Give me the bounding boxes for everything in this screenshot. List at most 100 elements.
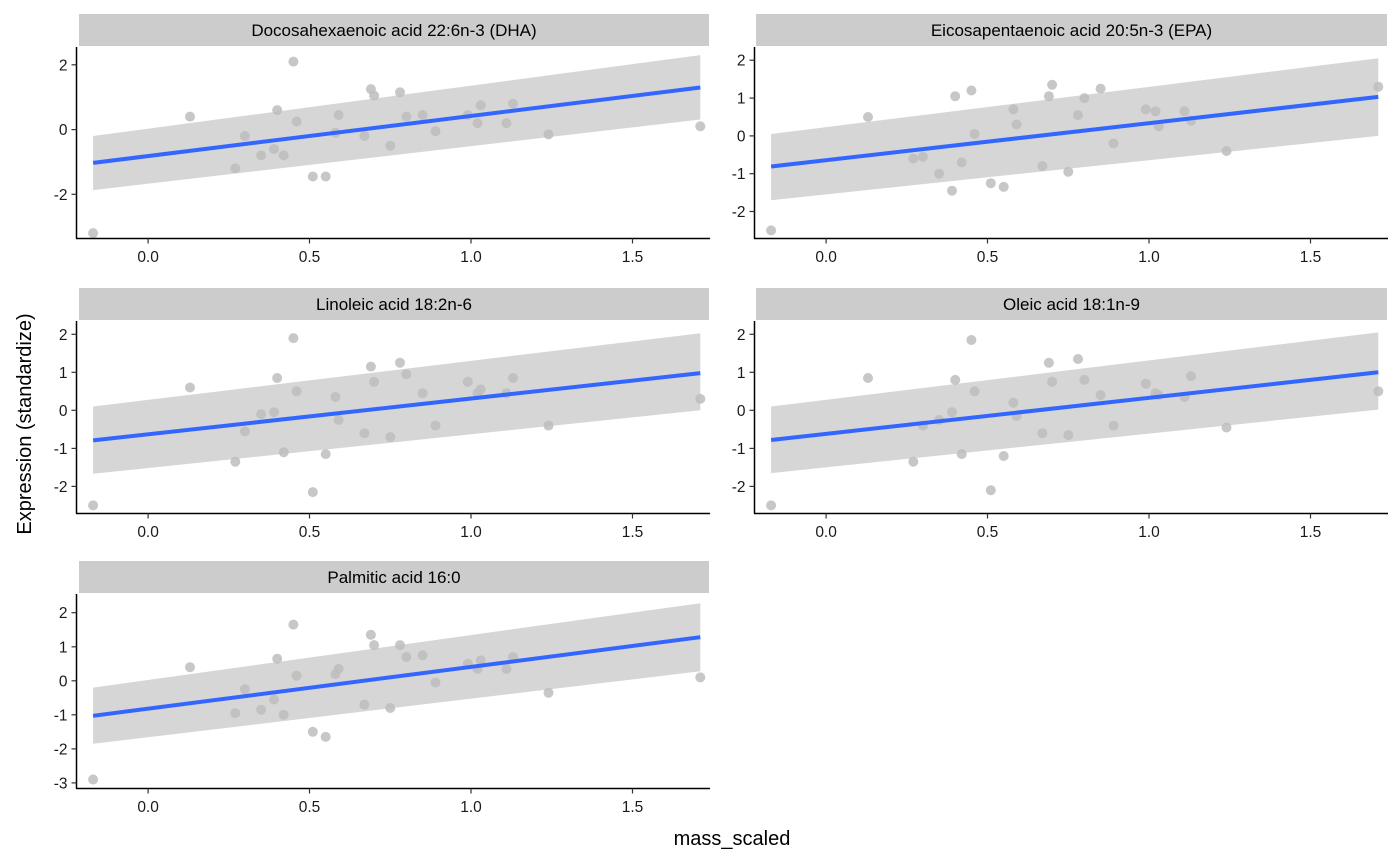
- data-point: [239, 131, 250, 141]
- facet-panel: Oleic acid 18:1n-9 -2 -1 0 1 2 0.0 0.5 1.0 1.5: [732, 288, 1388, 541]
- data-point: [908, 456, 919, 467]
- data-point: [320, 171, 331, 182]
- y-tick-label: 0: [59, 122, 68, 139]
- data-point: [330, 392, 341, 402]
- data-point: [947, 185, 957, 196]
- x-tick-label: 1.5: [622, 249, 644, 266]
- x-tick-label: 1.0: [460, 249, 482, 266]
- data-point: [272, 653, 283, 664]
- data-point: [307, 726, 318, 737]
- data-point: [1047, 376, 1058, 387]
- data-point: [291, 116, 302, 127]
- data-point: [863, 112, 873, 122]
- data-point: [947, 407, 957, 418]
- x-tick-label: 1.5: [622, 524, 644, 541]
- x-tick-label: 0.0: [137, 249, 159, 266]
- data-point: [269, 407, 279, 418]
- data-point: [333, 663, 344, 674]
- facet-strip: [79, 561, 709, 593]
- data-point: [230, 163, 241, 174]
- y-tick-label: -2: [54, 479, 68, 496]
- data-point: [1037, 428, 1048, 439]
- data-point: [1011, 119, 1022, 130]
- confidence-ribbon: [93, 603, 701, 744]
- data-point: [985, 178, 996, 189]
- data-point: [272, 105, 283, 116]
- data-point: [272, 373, 283, 383]
- facet-panel: Linoleic acid 18:2n-6 -2 -1 0 1 2 0.0 0.5 1.0 1.5: [54, 288, 710, 541]
- data-point: [1179, 106, 1190, 117]
- data-point: [288, 56, 299, 67]
- data-point: [1150, 106, 1161, 117]
- data-point: [766, 500, 777, 511]
- x-tick-label: 1.5: [622, 799, 644, 816]
- data-point: [956, 157, 967, 168]
- x-tick-label: 1.0: [460, 524, 482, 541]
- data-point: [230, 708, 241, 719]
- y-tick-label: 1: [59, 639, 68, 656]
- data-point: [543, 129, 554, 140]
- y-tick-label: -2: [54, 187, 68, 204]
- data-point: [239, 684, 250, 695]
- data-point: [1073, 110, 1083, 121]
- data-point: [320, 449, 331, 460]
- data-point: [1073, 354, 1083, 364]
- data-point: [1043, 91, 1054, 102]
- y-tick-label: 1: [59, 365, 68, 382]
- data-point: [1047, 79, 1058, 90]
- data-point: [1043, 357, 1054, 368]
- data-point: [401, 652, 412, 662]
- x-tick-label: 0.5: [299, 524, 321, 541]
- data-point: [1095, 390, 1106, 401]
- facet-panels: Docosahexaenoic acid 22:6n-3 (DHA) -2 0 2 0.…: [54, 14, 1388, 816]
- x-tick-label: 0.0: [137, 524, 159, 541]
- data-point: [1008, 397, 1019, 408]
- data-point: [401, 369, 412, 380]
- data-point: [88, 228, 99, 239]
- facet-panel: Palmitic acid 16:0 -3 -2 -1 0 1 2 0.0 0.5 1.0 1.5: [54, 561, 710, 816]
- y-tick-label: 1: [737, 91, 746, 108]
- data-point: [1063, 430, 1074, 441]
- confidence-ribbon: [771, 58, 1379, 201]
- data-point: [359, 131, 370, 141]
- data-point: [501, 118, 512, 129]
- data-point: [1108, 420, 1119, 431]
- data-point: [256, 409, 267, 420]
- data-point: [369, 640, 380, 651]
- facet-title: Linoleic acid 18:2n-6: [316, 295, 472, 314]
- y-tick-label: 2: [59, 605, 68, 622]
- facet-strip: [79, 14, 709, 46]
- y-tick-label: 2: [737, 327, 746, 344]
- data-point: [320, 731, 331, 742]
- data-point: [1079, 93, 1090, 104]
- data-point: [950, 374, 961, 385]
- data-point: [256, 704, 267, 715]
- data-point: [475, 100, 486, 111]
- data-point: [288, 333, 299, 344]
- x-tick-label: 0.0: [815, 249, 837, 266]
- y-tick-label: -1: [54, 707, 68, 724]
- data-point: [969, 129, 980, 139]
- data-point: [365, 361, 376, 372]
- data-point: [291, 670, 302, 681]
- data-point: [966, 335, 977, 345]
- data-point: [401, 111, 412, 122]
- data-point: [1037, 161, 1048, 172]
- data-point: [1221, 146, 1232, 156]
- data-point: [430, 126, 441, 137]
- data-point: [1186, 371, 1196, 382]
- data-point: [934, 168, 945, 179]
- data-point: [985, 485, 996, 496]
- y-tick-label: -2: [54, 741, 68, 758]
- data-point: [278, 447, 289, 458]
- x-tick-label: 1.5: [1300, 524, 1322, 541]
- data-point: [385, 140, 396, 151]
- confidence-ribbon: [771, 332, 1379, 474]
- data-point: [1140, 378, 1151, 389]
- facet-title: Palmitic acid 16:0: [327, 568, 460, 587]
- data-point: [359, 699, 370, 710]
- data-point: [430, 420, 441, 431]
- data-point: [908, 153, 919, 164]
- data-point: [278, 709, 289, 720]
